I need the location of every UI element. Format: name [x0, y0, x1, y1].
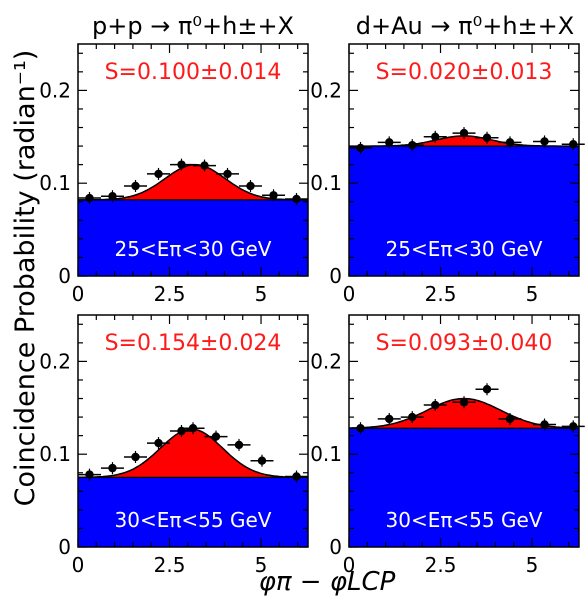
- x-tick-label: 5: [255, 553, 268, 577]
- x-tick-label: 0: [343, 282, 356, 306]
- data-point: [154, 438, 163, 448]
- data-point: [246, 181, 255, 191]
- data-point: [177, 160, 186, 169]
- data-point: [131, 452, 140, 462]
- data-point: [540, 137, 549, 146]
- panel-3: 0 2.5 5 0 0.1 0.2 S=0.093±0.040 30<Eπ<55 GeV: [310, 314, 585, 577]
- x-tick-label: 2.5: [425, 553, 457, 577]
- energy-bin-label: 30<Eπ<55 GeV: [386, 508, 543, 532]
- y-tick-label: 0.2: [310, 78, 342, 102]
- data-point: [356, 424, 365, 433]
- pedestal-fill: [349, 146, 579, 276]
- data-point: [211, 432, 221, 441]
- signal-fill: [78, 164, 308, 200]
- data-point: [154, 169, 163, 179]
- data-point: [292, 472, 301, 481]
- x-tick-label: 0: [343, 553, 356, 577]
- data-point: [482, 133, 492, 142]
- data-point: [505, 138, 515, 147]
- data-point: [131, 181, 140, 191]
- column-title-pp: p+p → π⁰+h±+X: [92, 12, 294, 40]
- data-point: [431, 400, 440, 410]
- data-point: [200, 161, 209, 170]
- x-tick-label: 5: [526, 553, 539, 577]
- plot-frame: [348, 43, 580, 277]
- y-tick-label: 0.1: [39, 171, 71, 195]
- y-axis-label: Coincidence Probability (radian⁻¹): [10, 50, 41, 507]
- energy-bin-label: 25<Eπ<30 GeV: [386, 237, 543, 261]
- data-point: [408, 140, 417, 150]
- data-point: [385, 138, 394, 147]
- column-title-dau: d+Au → π⁰+h±+X: [356, 12, 574, 40]
- data-point: [257, 456, 267, 465]
- data-point: [569, 140, 578, 149]
- y-tick-label: 0: [58, 264, 71, 288]
- y-tick-label: 0: [58, 535, 71, 559]
- data-point: [108, 191, 117, 201]
- data-point: [234, 440, 244, 450]
- significance-annotation: S=0.020±0.013: [376, 60, 553, 85]
- panels: 0 2.5 5 0 0.1 0.2 S=0.100±0.014 25<Eπ<30 GeV 0 2.…: [39, 43, 585, 577]
- data-point: [85, 470, 94, 479]
- signal-fill: [349, 135, 579, 147]
- data-point: [269, 191, 278, 200]
- data-point: [408, 412, 417, 422]
- data-point: [431, 132, 440, 141]
- data-point: [459, 128, 469, 138]
- y-tick-label: 0.1: [310, 171, 342, 195]
- plot-frame: [77, 314, 309, 548]
- significance-annotation: S=0.154±0.024: [105, 331, 282, 356]
- significance-annotation: S=0.100±0.014: [105, 60, 282, 85]
- data-point: [108, 463, 117, 473]
- y-tick-label: 0.2: [39, 78, 71, 102]
- data-point: [292, 194, 301, 204]
- y-tick-label: 0: [329, 535, 342, 559]
- significance-annotation: S=0.093±0.040: [376, 331, 553, 356]
- y-tick-label: 0.2: [39, 349, 71, 373]
- y-tick-label: 0.1: [39, 442, 71, 466]
- x-tick-label: 2.5: [154, 553, 186, 577]
- data-point: [223, 169, 232, 179]
- pedestal-fill: [78, 199, 308, 276]
- data-point: [188, 424, 198, 433]
- x-tick-label: 2.5: [425, 282, 457, 306]
- data-point: [540, 420, 549, 429]
- data-point: [356, 143, 365, 153]
- data-point: [85, 193, 94, 203]
- energy-bin-label: 30<Eπ<55 GeV: [115, 508, 272, 532]
- y-tick-label: 0: [329, 264, 342, 288]
- pedestal-fill: [78, 477, 308, 547]
- x-tick-label: 0: [72, 553, 85, 577]
- x-tick-label: 0: [72, 282, 85, 306]
- plot-frame: [77, 43, 309, 277]
- data-point: [505, 414, 515, 424]
- x-axis-label: φπ − φLCP: [259, 567, 396, 597]
- data-point: [569, 422, 578, 431]
- energy-bin-label: 25<Eπ<30 GeV: [115, 237, 272, 261]
- fit-curve: [78, 163, 308, 201]
- panel-2: 0 2.5 5 0 0.1 0.2 S=0.154±0.024 30<Eπ<55 GeV: [39, 314, 309, 577]
- panel-1: 0 2.5 5 0 0.1 0.2 S=0.020±0.013 25<Eπ<30 GeV: [310, 43, 585, 306]
- plot-frame: [348, 314, 580, 548]
- y-tick-label: 0.1: [310, 442, 342, 466]
- data-point: [482, 385, 492, 394]
- data-point: [459, 398, 469, 407]
- data-point: [385, 414, 394, 424]
- pedestal-fill: [349, 428, 579, 547]
- x-tick-label: 5: [255, 282, 268, 306]
- signal-fill: [349, 398, 579, 429]
- x-tick-label: 5: [526, 282, 539, 306]
- panel-0: 0 2.5 5 0 0.1 0.2 S=0.100±0.014 25<Eπ<30 GeV: [39, 43, 309, 306]
- y-tick-label: 0.2: [310, 349, 342, 373]
- signal-fill: [78, 429, 308, 478]
- x-tick-label: 2.5: [154, 282, 186, 306]
